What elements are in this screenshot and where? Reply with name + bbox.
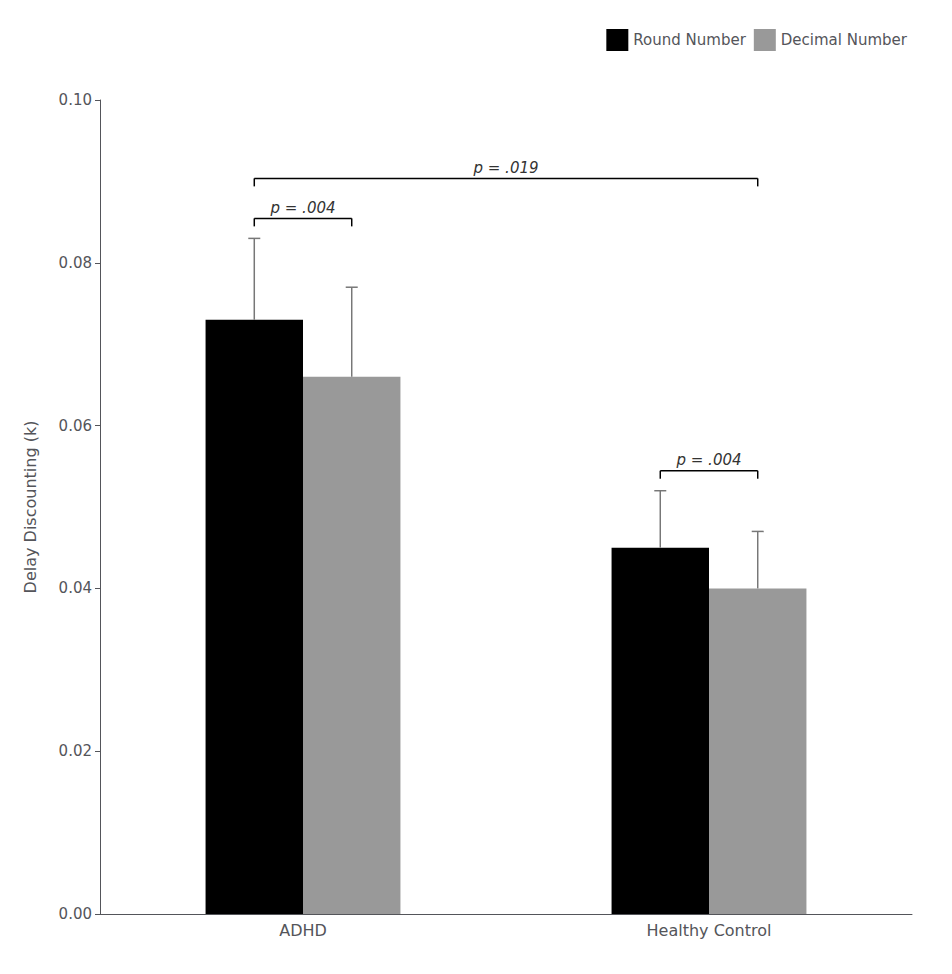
svg-text:0.10: 0.10 [59, 91, 92, 109]
svg-text:Delay Discounting (k): Delay Discounting (k) [21, 421, 40, 594]
svg-text:0.02: 0.02 [59, 742, 92, 760]
svg-text:Healthy Control: Healthy Control [647, 921, 772, 940]
svg-text:Decimal Number: Decimal Number [781, 31, 908, 49]
svg-text:0.00: 0.00 [59, 905, 92, 923]
svg-text:p = .004: p = .004 [269, 199, 335, 217]
svg-text:0.06: 0.06 [59, 417, 92, 435]
svg-text:Round Number: Round Number [633, 31, 746, 49]
svg-text:p = .004: p = .004 [675, 451, 741, 469]
svg-text:p = .019: p = .019 [472, 159, 538, 177]
svg-text:0.08: 0.08 [59, 254, 92, 272]
svg-text:0.04: 0.04 [59, 579, 92, 597]
svg-text:ADHD: ADHD [279, 921, 327, 940]
